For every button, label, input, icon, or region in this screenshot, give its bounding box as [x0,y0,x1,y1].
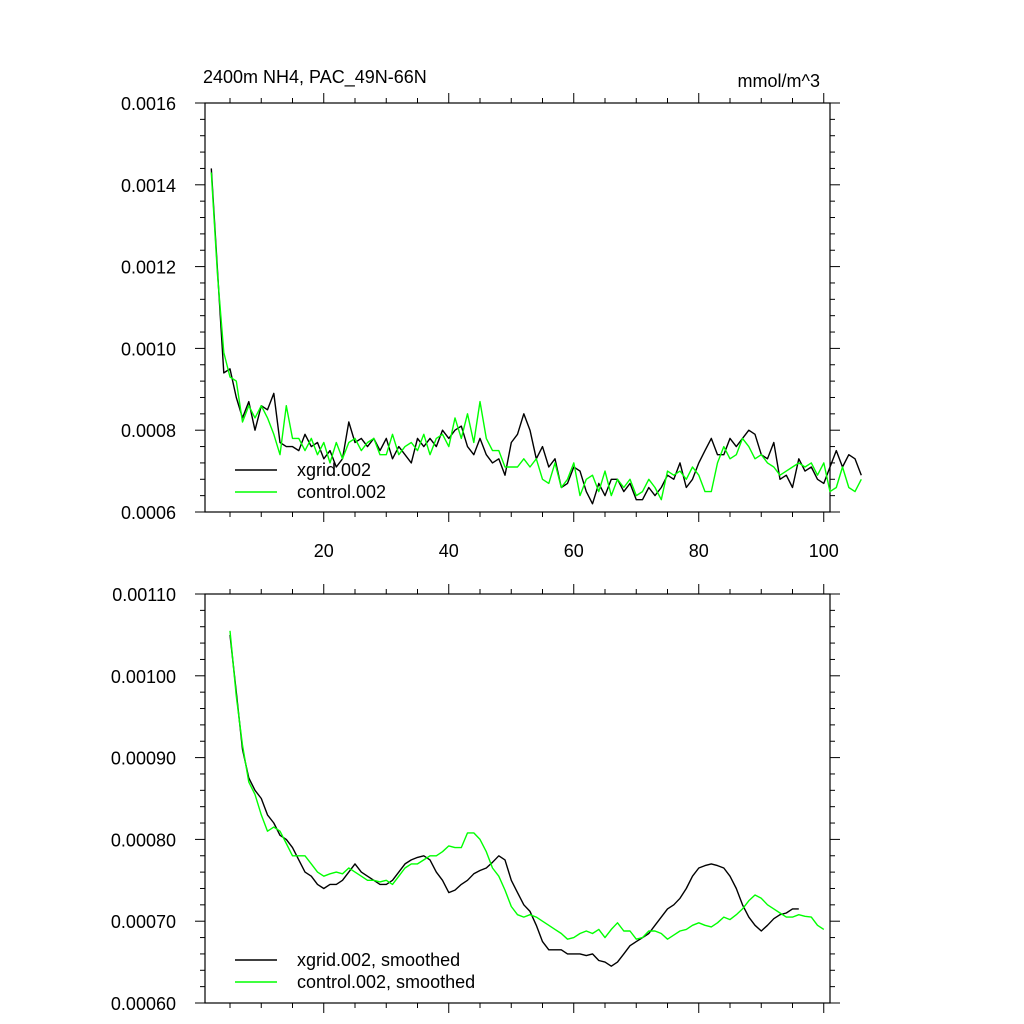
y-tick-label: 0.00110 [112,585,176,605]
y-tick-label: 0.00090 [111,749,176,769]
y-tick-label: 0.0016 [121,94,176,114]
units-label: mmol/m^3 [738,71,820,91]
top-series-lines [210,168,862,505]
legend-label: xgrid.002, smoothed [297,950,460,970]
bottom-panel: 0.00060 0.00070 0.00080 0.00090 0.00100 0.001… [111,584,840,1014]
series-line-0 [229,634,799,967]
y-tick-label: 0.0010 [121,339,176,359]
y-tick-label: 0.00080 [111,830,176,850]
plot-frame [204,593,831,1004]
bottom-series-lines [229,630,825,967]
series-line-1 [210,172,862,501]
y-tick-label: 0.00070 [111,912,176,932]
y-tick-label: 0.00100 [111,667,176,687]
legend-label: control.002 [297,482,386,502]
y-tick-label: 0.0014 [121,176,176,196]
x-tick-label: 20 [314,541,334,561]
legend-label: xgrid.002 [297,460,371,480]
x-tick-label: 80 [689,541,709,561]
series-line-1 [229,630,825,940]
y-tick-label: 0.0012 [121,258,176,278]
bottom-axes: 0.00060 0.00070 0.00080 0.00090 0.00100 0.001… [111,584,840,1014]
plot-frame [204,102,831,513]
top-panel: 2400m NH4, PAC_49N-66N mmol/m^3 20 40 60 80… [121,67,862,561]
x-tick-label: 100 [809,541,839,561]
chart-title: 2400m NH4, PAC_49N-66N [203,67,427,88]
y-tick-label: 0.00060 [111,994,176,1014]
series-line-0 [210,168,862,505]
y-tick-label: 0.0006 [121,503,176,523]
x-tick-label: 40 [439,541,459,561]
top-axes: 20 40 60 80 100 0.0006 0.0008 0.0010 0.0012 0.001… [121,93,840,561]
y-tick-label: 0.0008 [121,421,176,441]
x-tick-label: 60 [564,541,584,561]
legend-label: control.002, smoothed [297,972,475,992]
